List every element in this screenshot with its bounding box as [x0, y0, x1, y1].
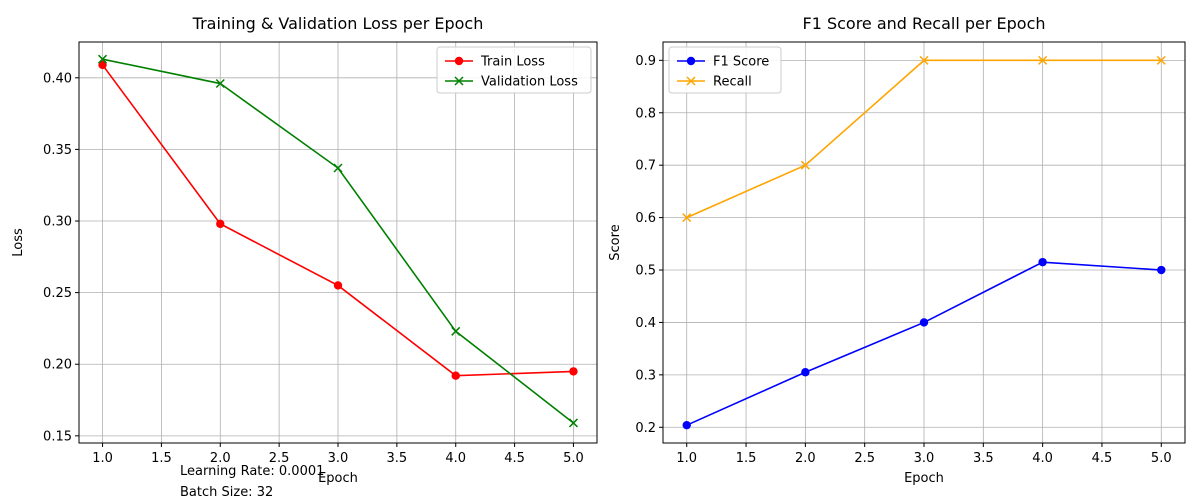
f1-score-point: [1038, 257, 1047, 267]
train-loss-point: [333, 281, 343, 290]
x-tick-label: 1.5: [736, 451, 757, 466]
chart-title: Training & Validation Loss per Epoch: [192, 14, 484, 33]
y-tick-label: 0.5: [635, 264, 656, 279]
recall-point: [1038, 55, 1048, 65]
train-loss-point: [216, 219, 225, 229]
y-tick-label: 0.6: [635, 211, 656, 226]
x-tick-label: 5.0: [563, 451, 584, 466]
validation-loss-point: [333, 163, 343, 173]
x-tick-label: 2.5: [269, 451, 290, 466]
x-tick-label: 3.0: [328, 451, 349, 466]
x-tick-label: 4.0: [445, 451, 466, 466]
recall-point: [800, 160, 810, 170]
f1-score-point: [919, 318, 929, 327]
f1-score-point: [682, 420, 691, 430]
legend-label: Train Loss: [480, 55, 545, 70]
legend-label: F1 Score: [713, 55, 769, 70]
y-axis-label: Score: [608, 224, 623, 260]
validation-loss-point: [215, 79, 225, 89]
y-tick-label: 0.30: [43, 215, 72, 230]
legend: F1 Score Recall: [668, 46, 782, 94]
legend-marker: [454, 56, 464, 66]
batch-size-annotation: Batch Size: 32: [180, 485, 273, 500]
y-tick-label: 0.9: [635, 54, 656, 69]
legend-marker: [454, 76, 464, 86]
recall-point: [919, 55, 929, 65]
f1-score-point: [801, 368, 810, 377]
x-tick-label: 1.0: [92, 451, 113, 466]
y-tick-label: 0.15: [43, 429, 72, 444]
f1-score-point: [1157, 265, 1166, 275]
legend-box: [436, 46, 592, 94]
y-tick-label: 0.2: [635, 421, 656, 436]
x-tick-label: 3.5: [973, 451, 994, 466]
x-tick-label: 1.0: [676, 451, 697, 466]
y-tick-label: 0.3: [635, 368, 656, 383]
score-chart: 1.0 1.5 2.0 2.5 3.0 3.5 4.0 4.5 5.0 0.2 0.3 0.4 0.5 0…: [608, 14, 1186, 486]
x-tick-label: 5.0: [1151, 451, 1172, 466]
y-tick-label: 0.20: [43, 358, 72, 373]
y-tick-label: 0.8: [635, 106, 656, 121]
legend-label: Recall: [713, 75, 752, 90]
x-tick-label: 2.0: [795, 451, 816, 466]
recall-point: [1156, 55, 1166, 65]
x-axis-label: Epoch: [904, 471, 944, 486]
learning-rate-annotation: Learning Rate: 0.0001: [180, 464, 324, 479]
legend-marker: [686, 76, 696, 86]
train-loss-point: [451, 371, 460, 380]
loss-chart: 1.0 1.5 2.0 2.5 3.0 3.5 4.0 4.5 5.0 0.15 0.20 0.25 0…: [11, 14, 598, 486]
x-tick-label: 3.5: [387, 451, 408, 466]
x-axis-label: Epoch: [318, 471, 358, 486]
y-tick-label: 0.4: [635, 316, 656, 331]
chart-title: F1 Score and Recall per Epoch: [802, 14, 1045, 33]
train-loss-point: [569, 367, 578, 376]
x-tick-label: 1.5: [151, 451, 172, 466]
y-axis-label: Loss: [11, 228, 26, 257]
y-tick-label: 0.35: [43, 143, 72, 158]
validation-loss-point: [98, 54, 108, 64]
x-tick-label: 3.0: [914, 451, 935, 466]
y-tick-label: 0.25: [43, 286, 72, 301]
legend-marker: [686, 56, 696, 66]
y-tick-label: 0.40: [43, 71, 72, 86]
train-loss-point: [98, 60, 107, 70]
recall-point: [682, 213, 692, 223]
x-tick-label: 2.0: [210, 451, 231, 466]
x-tick-label: 4.5: [1092, 451, 1113, 466]
validation-loss-point: [451, 326, 461, 336]
x-tick-label: 2.5: [854, 451, 875, 466]
x-tick-label: 4.5: [504, 451, 525, 466]
legend: Train Loss Validation Loss: [436, 46, 592, 94]
legend-label: Validation Loss: [481, 75, 578, 90]
y-tick-label: 0.7: [635, 159, 656, 174]
x-tick-label: 4.0: [1032, 451, 1053, 466]
validation-loss-point: [568, 418, 578, 428]
